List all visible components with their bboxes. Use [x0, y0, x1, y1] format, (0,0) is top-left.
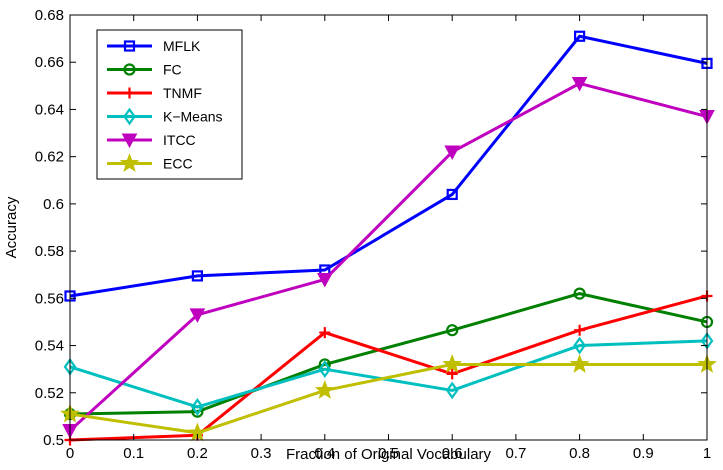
series-line [69, 34, 708, 298]
y-tick-label: 0.54 [35, 338, 64, 355]
series-line [69, 362, 707, 435]
legend-label: FC [163, 62, 182, 78]
x-tick-label: 0.7 [505, 445, 526, 462]
series-line [69, 292, 708, 416]
data-point [445, 381, 459, 400]
data-point [446, 368, 458, 380]
data-point [444, 145, 461, 160]
data-point [571, 76, 588, 92]
x-tick-label: 0.3 [251, 445, 272, 462]
y-tick-label: 0.64 [35, 101, 64, 118]
data-point [319, 327, 331, 339]
y-tick-label: 0.66 [35, 54, 64, 71]
x-tick-label: 0.2 [187, 445, 208, 462]
data-point [189, 308, 206, 323]
legend-entry: ECC [107, 153, 193, 172]
legend-label: ECC [163, 156, 193, 172]
x-tick-label: 0.4 [314, 445, 335, 462]
data-point [573, 30, 586, 42]
x-tick-label: 0.8 [569, 445, 590, 462]
y-axis-label: Accuracy [3, 196, 20, 258]
legend-entry: FC [107, 62, 182, 78]
series-line [69, 294, 708, 442]
y-tick-label: 0.58 [35, 243, 64, 260]
series-3 [63, 331, 714, 416]
legend-box [96, 29, 243, 180]
legend-label: K−Means [163, 109, 223, 125]
data-point [574, 324, 586, 336]
data-point [573, 287, 586, 300]
data-point [191, 270, 203, 282]
y-tick-label: 0.68 [35, 7, 64, 24]
data-point [569, 354, 590, 373]
y-tick-label: 0.62 [35, 149, 64, 166]
legend-entry: MFLK [107, 38, 201, 54]
legend-marker [123, 107, 136, 126]
data-point [446, 188, 458, 201]
axis-ticks: 0 0.1 0.2 0.3 0.4 0.5 0.6 0.7 0.8 0.9 1 0.5 0.52 0.54… [35, 7, 711, 462]
legend-marker [123, 63, 136, 76]
data-point [314, 380, 335, 399]
data-point [573, 336, 586, 355]
x-axis-label: Fraction of Original Vocabulary [286, 446, 492, 463]
x-tick-label: 1 [703, 445, 711, 462]
y-tick-label: 0.52 [35, 385, 64, 402]
data-point [316, 272, 333, 288]
legend-label: TNMF [163, 85, 202, 101]
series-line [69, 339, 708, 409]
legend-entry: TNMF [107, 85, 202, 101]
legend: MFLK FC TNMF K−Means ITCC ECC [96, 29, 243, 180]
legend-entry: ITCC [107, 132, 196, 149]
x-tick-label: 0.6 [442, 445, 463, 462]
legend-label: MFLK [163, 38, 201, 54]
legend-marker [119, 153, 140, 172]
legend-marker [124, 87, 135, 99]
data-point [191, 398, 204, 416]
data-point [442, 354, 463, 373]
data-point [318, 360, 332, 379]
legend-entry: K−Means [107, 107, 223, 126]
x-tick-label: 0 [66, 445, 74, 462]
legend-label: ITCC [163, 132, 196, 148]
y-tick-label: 0.5 [43, 432, 64, 449]
x-tick-label: 0.5 [378, 445, 399, 462]
y-tick-label: 0.56 [35, 290, 64, 307]
legend-marker [123, 40, 136, 52]
series-line [68, 81, 708, 432]
y-tick-label: 0.6 [43, 196, 64, 213]
x-tick-label: 0.1 [123, 445, 144, 462]
x-tick-label: 0.9 [633, 445, 654, 462]
legend-marker [121, 133, 138, 149]
data-point [446, 324, 459, 337]
